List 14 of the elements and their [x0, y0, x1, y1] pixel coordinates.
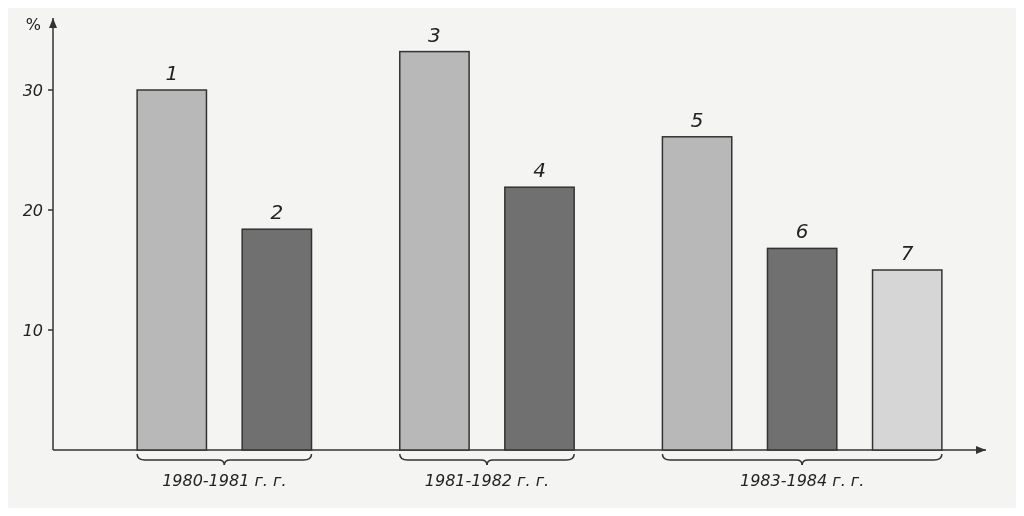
x-tick-label: 1980-1981 г. г. — [162, 471, 287, 490]
y-tick-label: 30 — [22, 80, 43, 100]
series-label: 7 — [900, 241, 914, 265]
series-label: 4 — [533, 158, 546, 183]
x-tick-label: 1981-1982 г. г. — [424, 471, 550, 490]
series-label: 6 — [795, 219, 809, 244]
y-tick-label: 20 — [22, 200, 43, 220]
series-label: 5 — [690, 107, 704, 132]
x-tick-label: 1983-1984 г. г. — [739, 471, 865, 490]
y-axis-title: % — [25, 15, 41, 34]
series-label: 3 — [428, 22, 441, 47]
series-label: 1 — [165, 61, 179, 85]
y-tick-label: 10 — [22, 320, 43, 340]
series-label: 2 — [270, 200, 284, 225]
